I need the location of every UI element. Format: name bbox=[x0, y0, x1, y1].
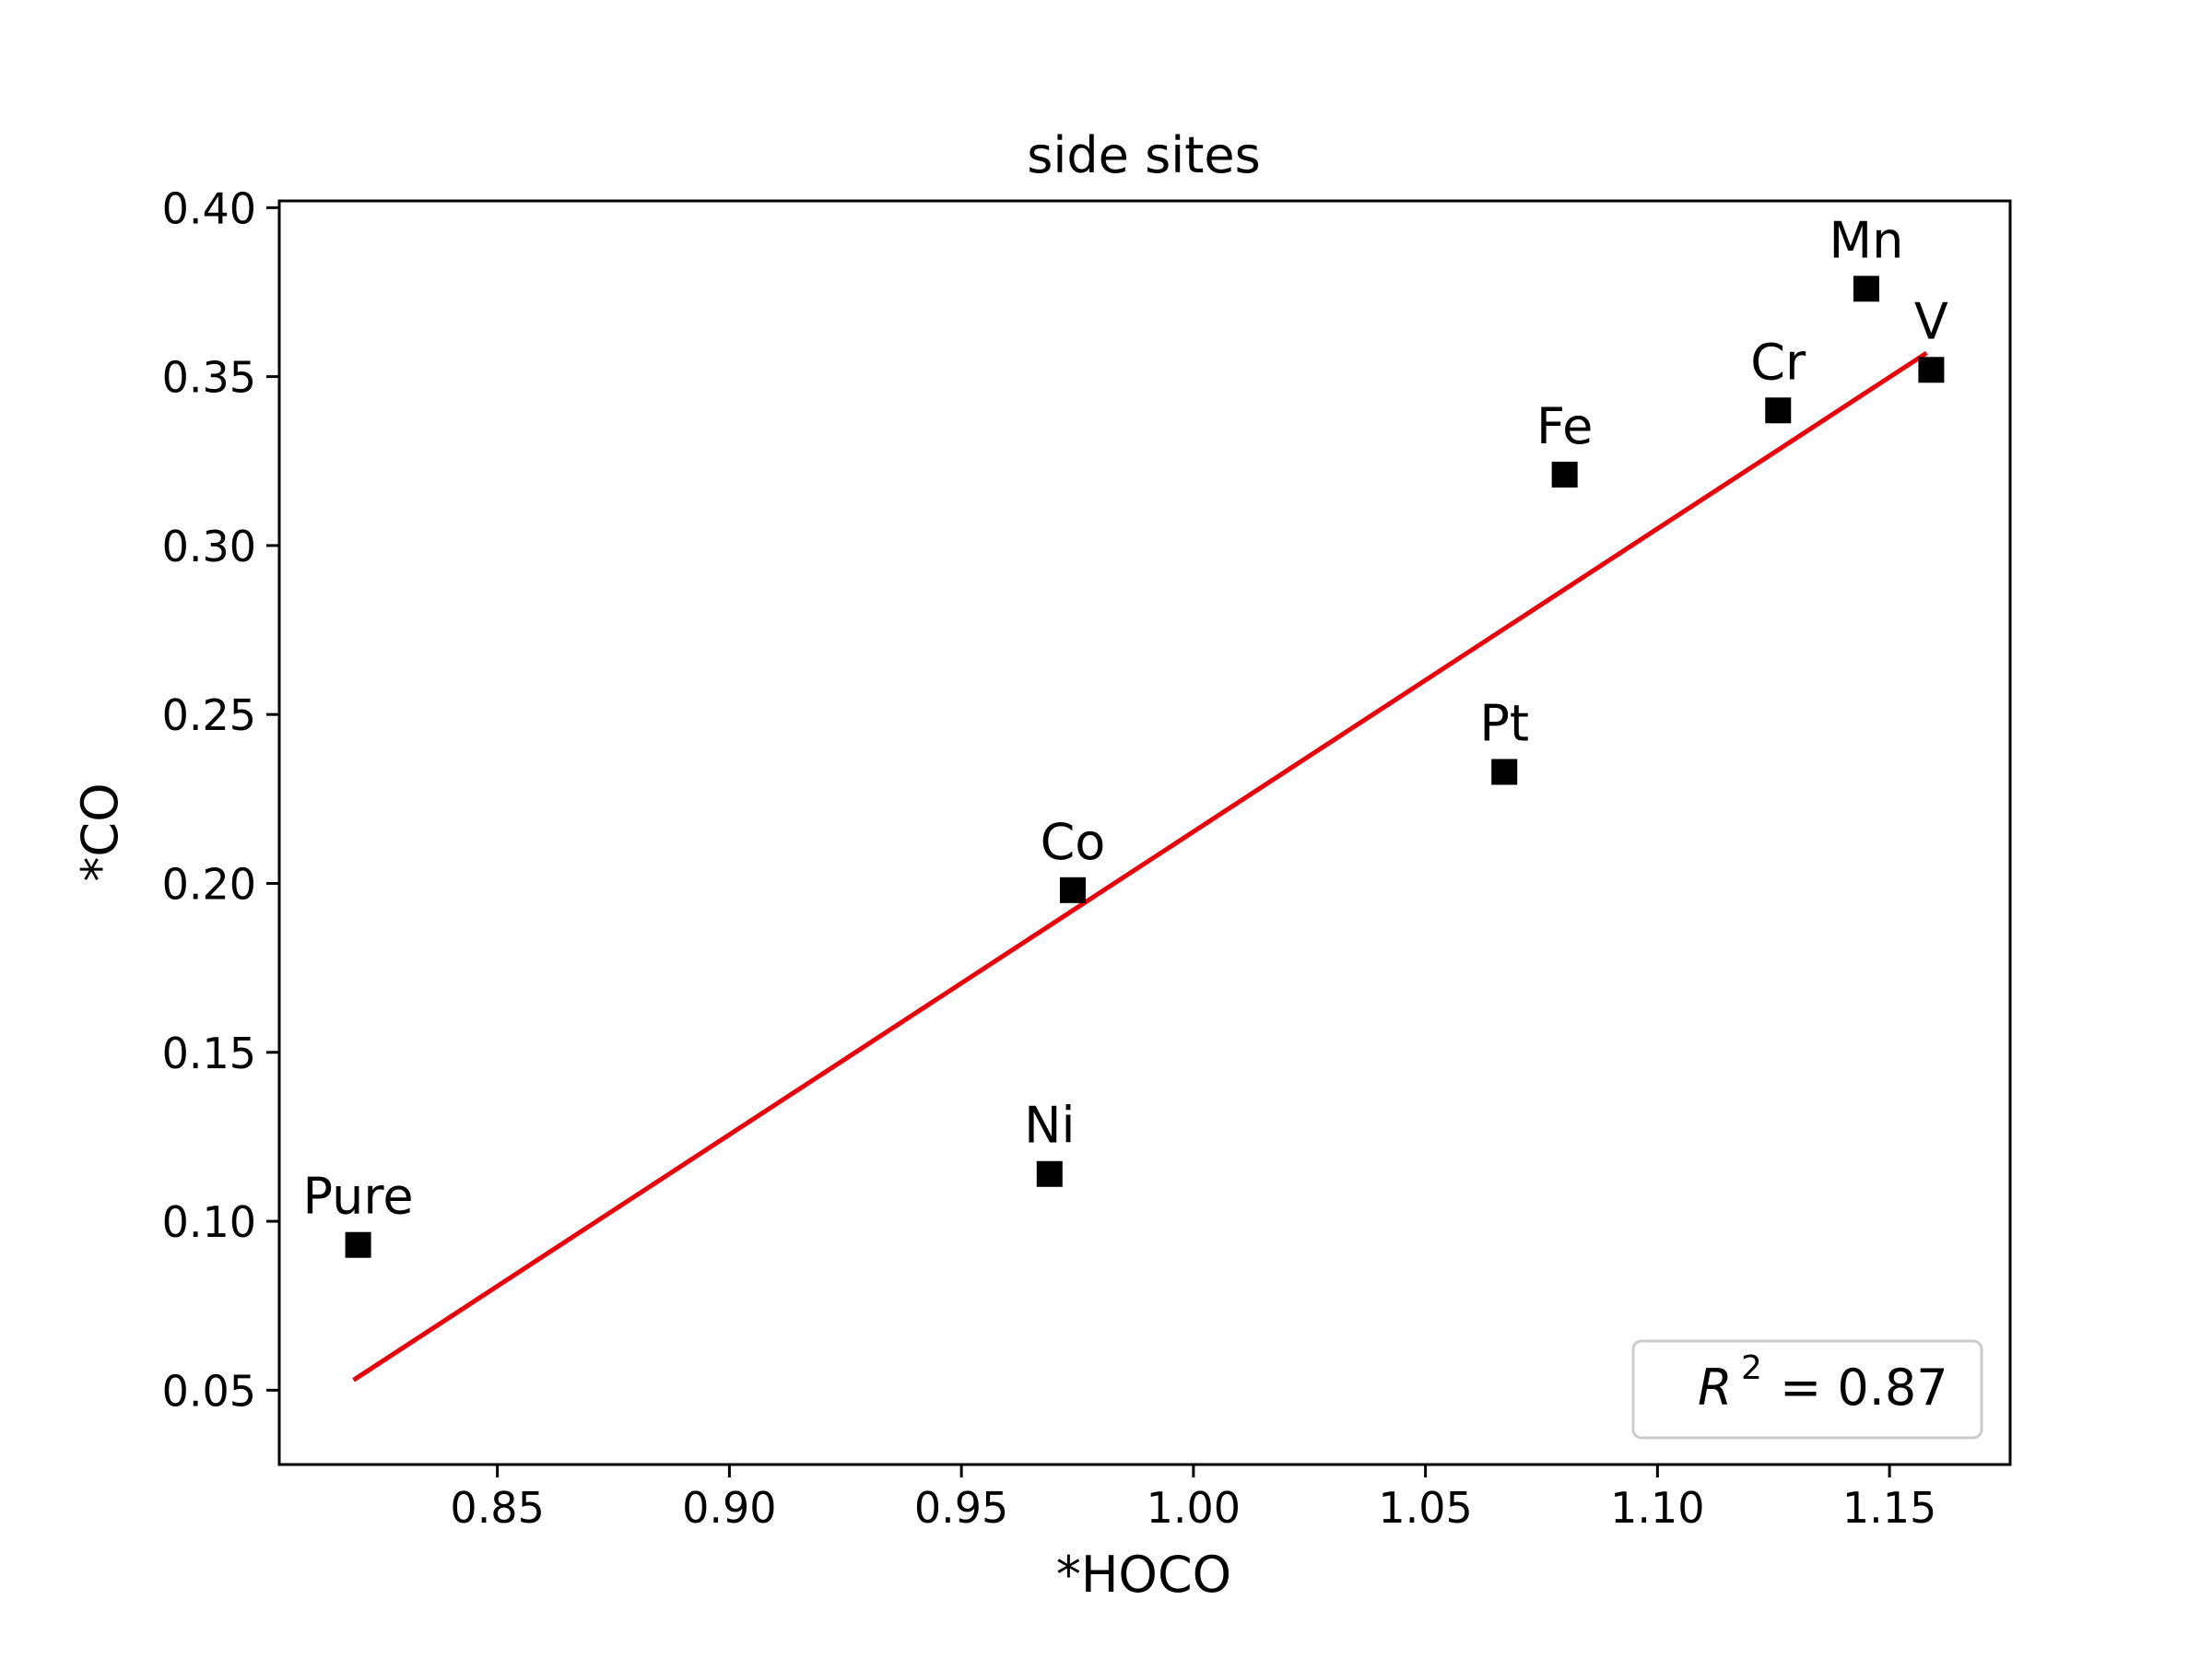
chart-title: side sites bbox=[1027, 126, 1260, 184]
y-tick-label: 0.20 bbox=[162, 859, 256, 909]
x-tick-label: 1.05 bbox=[1378, 1483, 1472, 1533]
data-point-marker bbox=[1765, 397, 1792, 424]
x-axis-ticks: 0.85 0.90 0.95 1.00 1.05 1.10 1.15 bbox=[450, 1465, 1936, 1533]
y-tick-label: 0.15 bbox=[162, 1029, 256, 1078]
data-point-label: Ni bbox=[1024, 1097, 1075, 1155]
data-points: Pure Ni Co Pt Fe Cr MnV bbox=[303, 211, 1948, 1258]
data-point-marker bbox=[1853, 276, 1879, 302]
data-point-label: V bbox=[1914, 292, 1948, 350]
data-point-marker bbox=[1036, 1160, 1063, 1187]
x-tick-label: 0.95 bbox=[914, 1483, 1008, 1533]
x-tick-label: 1.15 bbox=[1842, 1483, 1936, 1533]
legend-exponent: 2 bbox=[1741, 1349, 1762, 1387]
data-point-marker bbox=[1918, 357, 1945, 383]
legend-box bbox=[1631, 1339, 1983, 1440]
legend-r-symbol: R bbox=[1698, 1359, 1733, 1417]
x-tick-label: 0.90 bbox=[682, 1483, 776, 1533]
y-axis-ticks: 0.05 0.10 0.15 0.20 0.25 0.30 0.35 0.40 bbox=[162, 183, 279, 1416]
x-tick-label: 0.85 bbox=[450, 1483, 544, 1533]
y-tick-label: 0.30 bbox=[162, 522, 256, 571]
legend-r-squared-value: = 0.87 bbox=[1780, 1359, 1948, 1417]
y-tick-label: 0.25 bbox=[162, 690, 256, 740]
data-point-label: Cr bbox=[1750, 333, 1806, 391]
data-point-label: Pure bbox=[303, 1168, 414, 1226]
x-axis-label: *HOCO bbox=[1056, 1546, 1231, 1604]
legend: R 2 = 0.87 bbox=[1631, 1339, 1983, 1440]
y-tick-label: 0.40 bbox=[162, 183, 256, 233]
y-tick-label: 0.05 bbox=[162, 1366, 256, 1416]
data-point-marker bbox=[1059, 877, 1086, 903]
data-point-label: Fe bbox=[1536, 397, 1593, 455]
y-axis-label: *CO bbox=[71, 782, 129, 881]
x-tick-label: 1.00 bbox=[1147, 1483, 1241, 1533]
regression-fit-line bbox=[352, 350, 1928, 1382]
data-point-label: Mn bbox=[1830, 211, 1904, 269]
data-point-marker bbox=[1491, 759, 1518, 785]
plot-frame bbox=[277, 199, 2012, 1466]
data-point-label: Co bbox=[1041, 813, 1106, 871]
data-point-marker bbox=[345, 1231, 371, 1258]
data-point-marker bbox=[1551, 461, 1578, 488]
data-point-label: Pt bbox=[1479, 695, 1529, 753]
x-tick-label: 1.10 bbox=[1610, 1483, 1704, 1533]
y-tick-label: 0.10 bbox=[162, 1197, 256, 1247]
y-tick-label: 0.35 bbox=[162, 353, 256, 403]
